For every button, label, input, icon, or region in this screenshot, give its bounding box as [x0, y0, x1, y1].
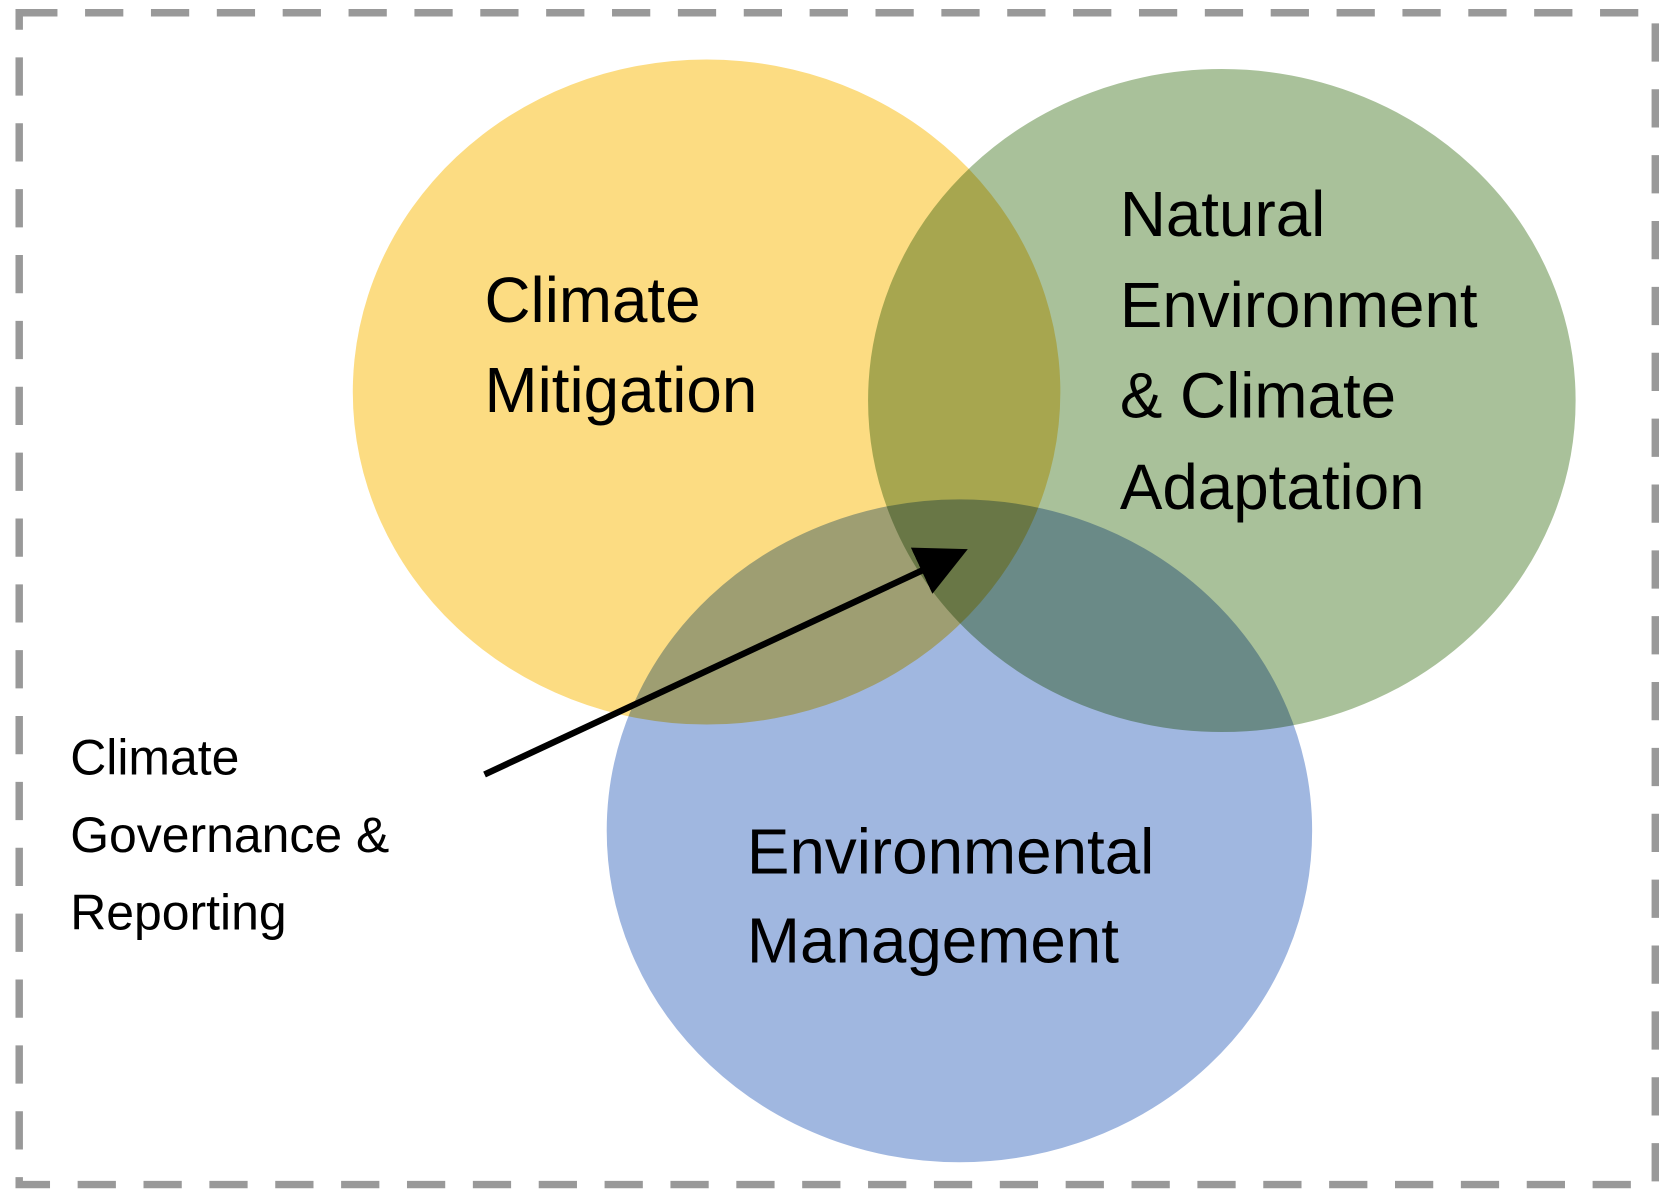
- label-line: Environment: [1120, 269, 1478, 341]
- label-line: Management: [747, 905, 1119, 977]
- dashed-border: [15, 9, 1660, 1189]
- pointer-arrow: [483, 547, 968, 778]
- label-line: Environmental: [747, 815, 1154, 887]
- label-line: & Climate: [1120, 360, 1396, 432]
- circle-environmental-management: [604, 497, 1315, 1165]
- label-line: Climate: [70, 729, 239, 785]
- label-line: Reporting: [70, 885, 286, 941]
- label-line: Governance &: [70, 807, 389, 863]
- label-line: Climate: [485, 264, 701, 336]
- label-line: Natural: [1120, 178, 1325, 250]
- label-line: Adaptation: [1120, 451, 1425, 523]
- label-line: Mitigation: [485, 354, 758, 426]
- circles: [352, 59, 1578, 1165]
